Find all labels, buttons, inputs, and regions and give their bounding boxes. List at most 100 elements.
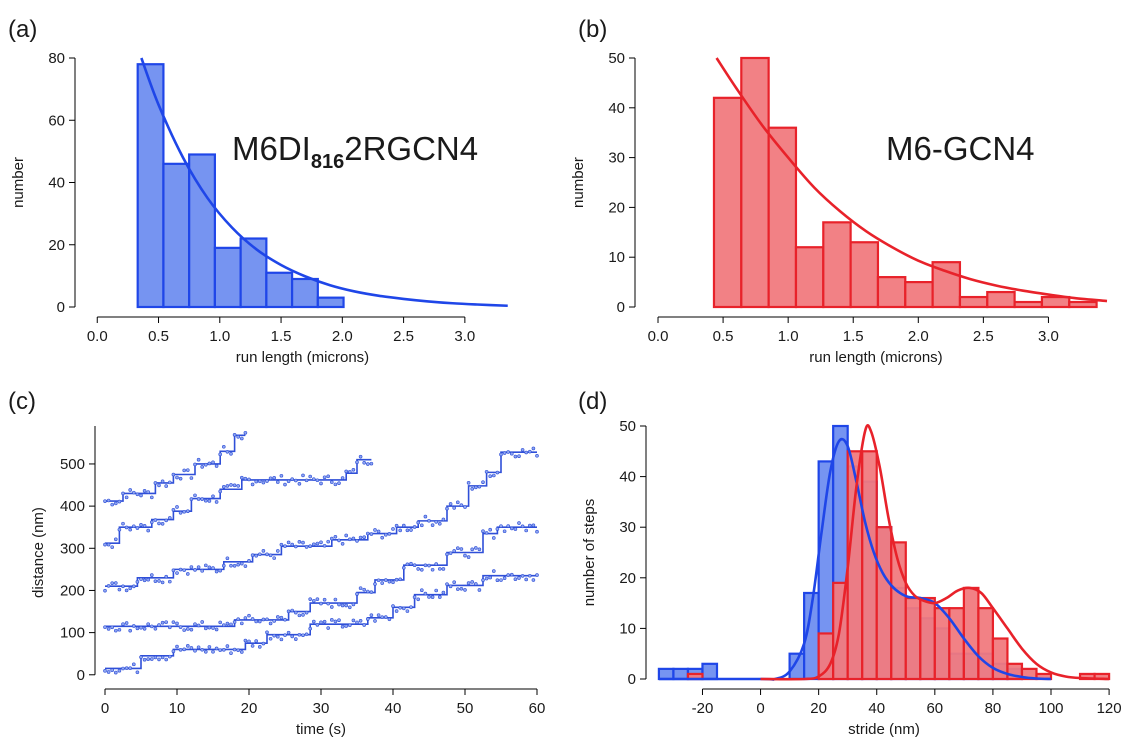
trace-point — [337, 481, 341, 485]
trace-point — [369, 590, 374, 594]
y-tick-label: 20 — [608, 199, 625, 216]
trace-point — [139, 522, 143, 527]
panel-b-run-length-histogram: (b) 0 10 20 30 40 50 0.0 0.5 1.0 1.5 2.0 2.5 3.0 run l… — [570, 16, 1108, 366]
trace-point — [150, 495, 154, 500]
trace-point — [214, 627, 219, 632]
trace-point — [301, 633, 305, 638]
trace-point — [254, 619, 259, 624]
trace-point — [171, 472, 176, 477]
trace-point — [153, 579, 158, 583]
trace-point — [452, 549, 457, 553]
trace-point — [222, 623, 226, 627]
trace-point — [520, 448, 525, 452]
trace-point — [268, 476, 273, 481]
trace-point — [301, 613, 305, 617]
trace-point — [394, 577, 399, 582]
x-tick-label: 2.0 — [908, 328, 929, 345]
trace-point — [250, 553, 255, 557]
trace-point — [160, 580, 165, 585]
trace-point — [250, 482, 255, 487]
trace-point — [157, 623, 161, 627]
x-tick-label: 0.5 — [713, 328, 734, 345]
trace-point — [114, 537, 118, 542]
trace-point — [362, 623, 367, 627]
trace-point — [527, 449, 532, 454]
trace-point — [297, 613, 302, 618]
trace-point — [186, 627, 190, 631]
trace-point — [290, 542, 295, 547]
trace-point — [391, 527, 395, 531]
trace-point — [358, 586, 363, 590]
trace-point — [286, 479, 291, 484]
trace-point — [196, 623, 201, 628]
trace-point — [117, 499, 122, 504]
trace-point — [182, 468, 186, 473]
trace-point — [448, 584, 453, 589]
trace-point — [398, 528, 403, 533]
trace-point — [186, 509, 190, 514]
trace-point — [146, 577, 150, 582]
x-tick-label: 0.0 — [648, 328, 669, 345]
x-tick-label: 40 — [868, 700, 885, 717]
x-tick-label: 1.5 — [271, 328, 292, 345]
trace-point — [509, 451, 514, 456]
x-tick-label: 30 — [313, 700, 330, 717]
trace-point — [178, 648, 183, 652]
trace-point — [200, 648, 204, 652]
trace-point — [128, 628, 132, 633]
trace-point — [293, 544, 298, 549]
trace-point — [124, 525, 129, 530]
trace-point — [175, 475, 179, 480]
trace-point — [373, 528, 377, 532]
y-tick-label: 0 — [628, 671, 636, 688]
trace-point — [401, 523, 406, 528]
trace-point — [304, 545, 309, 549]
trace-point — [383, 578, 388, 582]
trace-point — [211, 626, 215, 630]
trace-point — [311, 619, 316, 624]
trace-point — [380, 615, 385, 619]
trace-point — [326, 601, 331, 606]
trace-point — [275, 615, 280, 619]
trace-point — [236, 617, 240, 621]
trace-point — [405, 562, 410, 567]
histogram-bar — [822, 221, 852, 309]
trace-point — [376, 529, 381, 534]
histogram-bar — [701, 662, 719, 681]
trace-point — [204, 563, 208, 568]
trace-point — [132, 490, 136, 495]
trace-point — [441, 567, 446, 571]
trace-point — [358, 618, 363, 623]
trace-point — [423, 563, 428, 568]
trace-point — [333, 597, 338, 602]
trace-point — [297, 632, 302, 637]
trace-point — [142, 523, 147, 528]
trace-point — [168, 480, 172, 485]
trace-point — [315, 541, 320, 546]
trace-point — [218, 568, 222, 573]
trace-point — [340, 541, 345, 546]
y-tick-label: 30 — [619, 519, 636, 536]
trace-point — [257, 619, 262, 624]
trace-point — [124, 666, 129, 670]
trace-point — [250, 617, 255, 621]
trace-point — [214, 569, 219, 574]
trace-point — [265, 617, 269, 622]
trace-point — [182, 628, 186, 632]
trace-point — [509, 572, 514, 577]
trace-point — [168, 516, 172, 520]
trace-point — [355, 620, 359, 625]
histogram-bar — [290, 277, 319, 309]
trace-point — [293, 637, 298, 641]
trace-point — [513, 527, 518, 531]
trace-point — [416, 520, 421, 525]
trace-point — [445, 506, 449, 511]
trace-point — [463, 588, 467, 592]
trace-point — [164, 620, 168, 624]
trace-point — [322, 619, 327, 624]
trace-point — [401, 565, 406, 570]
trace-point — [232, 620, 237, 624]
histogram-bar — [849, 241, 880, 309]
trace-point — [135, 580, 140, 584]
trace-point — [157, 483, 161, 488]
